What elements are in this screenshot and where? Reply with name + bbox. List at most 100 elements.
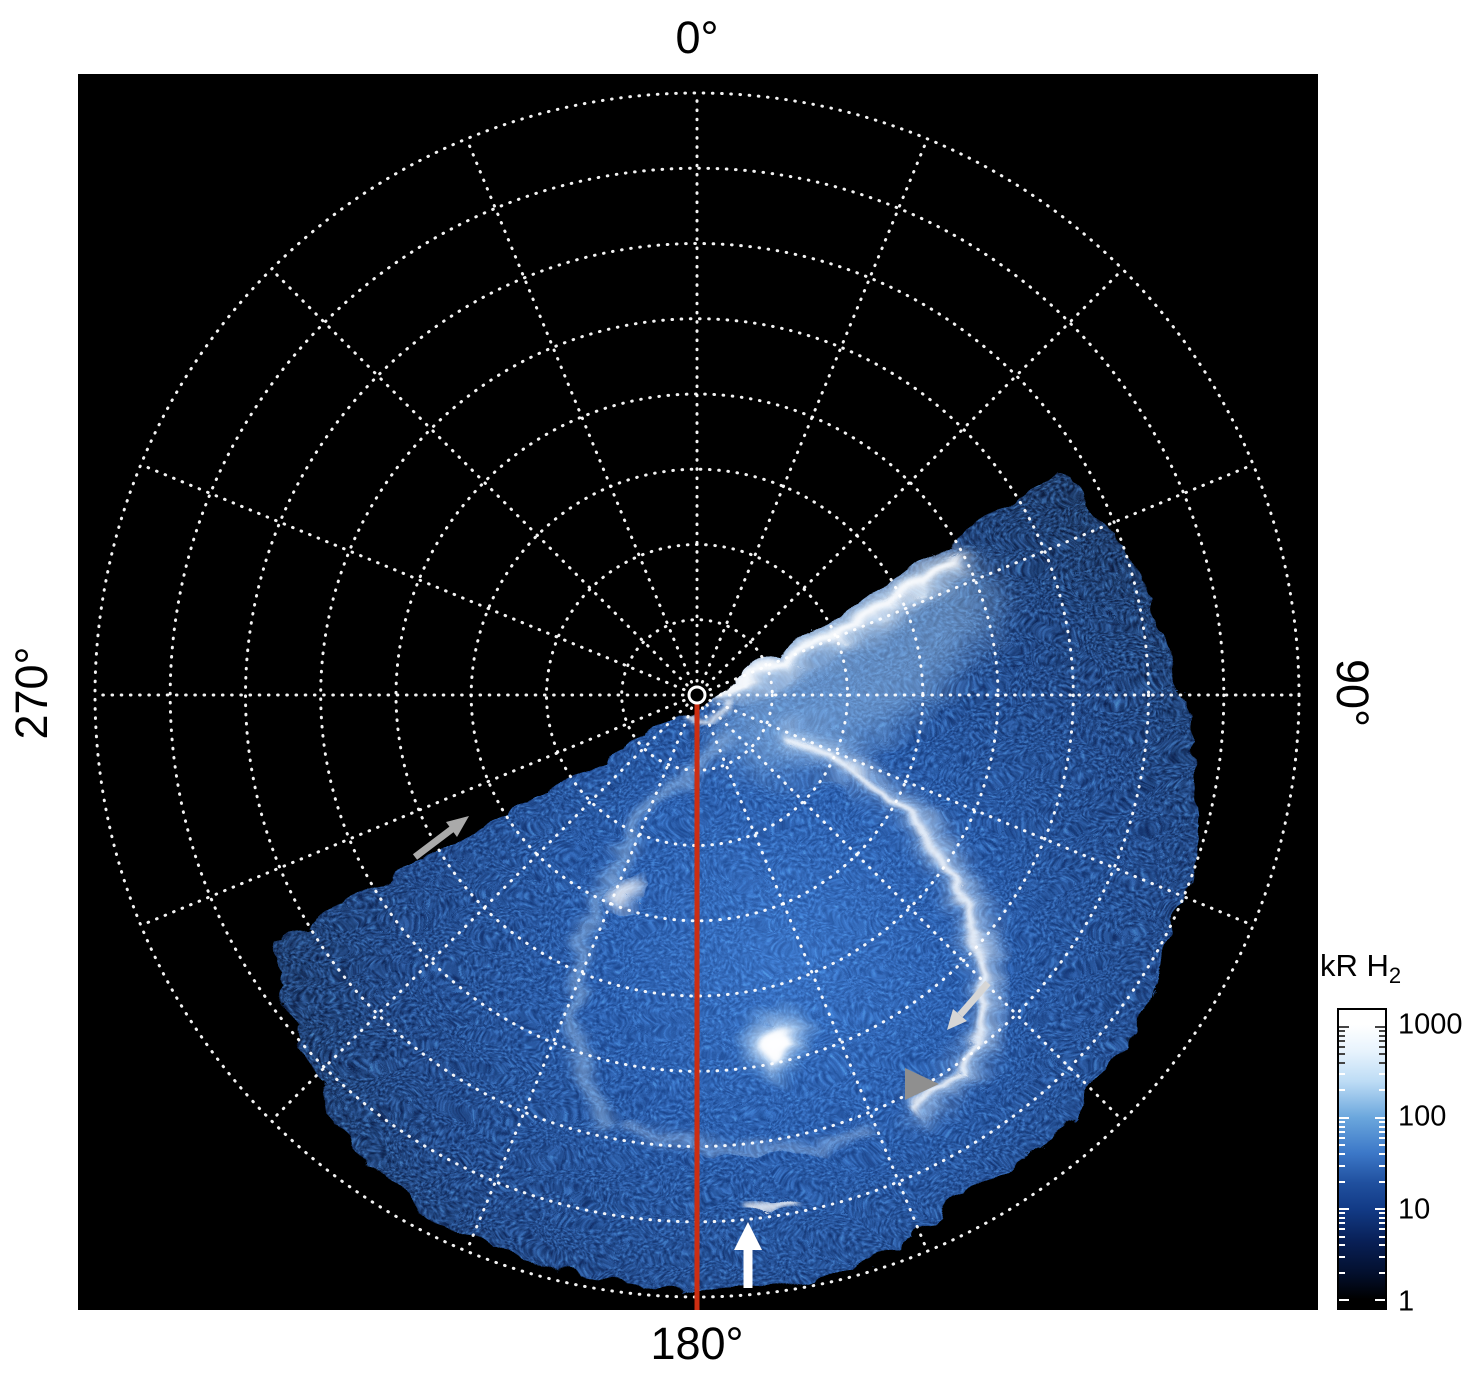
colorbar-tick-mark bbox=[1339, 1212, 1345, 1215]
colorbar-tick-mark bbox=[1339, 1039, 1345, 1042]
colorbar-tick-mark bbox=[1379, 1045, 1385, 1048]
colorbar-tick-mark bbox=[1375, 1116, 1385, 1119]
colorbar-tick-mark bbox=[1379, 1222, 1385, 1225]
colorbar-tick-mark bbox=[1379, 1137, 1385, 1140]
colorbar-tick-mark bbox=[1339, 1228, 1345, 1231]
aurora-bottom-streak bbox=[737, 1190, 795, 1204]
angular-gridline bbox=[269, 267, 689, 687]
colorbar-tick-mark bbox=[1379, 1153, 1385, 1156]
colorbar-gradient bbox=[1337, 1008, 1387, 1310]
colorbar-tick-mark bbox=[1339, 1073, 1345, 1076]
angle-label-0: 0° bbox=[675, 12, 719, 63]
colorbar-tick-mark bbox=[1375, 1025, 1385, 1028]
angle-label-180: 180° bbox=[650, 1318, 744, 1369]
colorbar-tick-mark bbox=[1339, 1053, 1345, 1056]
colorbar-tick-labels: 1000 100 10 1 bbox=[1398, 1008, 1478, 1317]
angular-gridline bbox=[139, 698, 686, 927]
angle-label-90: 90° bbox=[1327, 658, 1378, 728]
colorbar-tick-mark bbox=[1339, 1180, 1345, 1183]
polar-plot-svg bbox=[93, 91, 1301, 1310]
light-arrow-right-head bbox=[947, 1009, 967, 1030]
colorbar-tick-mark bbox=[1339, 1061, 1345, 1064]
colorbar-tick-mark bbox=[1379, 1144, 1385, 1147]
colorbar-tick-mark bbox=[1375, 1299, 1385, 1302]
gray-arrow-upper-left bbox=[412, 816, 469, 860]
colorbar-tick-mark bbox=[1339, 1164, 1345, 1167]
colorbar-tick-mark bbox=[1339, 1299, 1349, 1302]
angular-gridline bbox=[700, 706, 929, 1253]
aurora-left-arc bbox=[562, 731, 724, 1124]
colorbar-tick-mark bbox=[1339, 1222, 1345, 1225]
colorbar-tick-mark bbox=[1379, 1216, 1385, 1219]
angular-gridline bbox=[269, 703, 689, 1123]
colorbar-tick-mark bbox=[1379, 1029, 1385, 1032]
colorbar-tick-mark bbox=[1379, 1073, 1385, 1076]
gray-arrow-upper-left-head bbox=[446, 816, 469, 837]
colorbar-tick-mark bbox=[1379, 1180, 1385, 1183]
colorbar-label-text: kR H bbox=[1320, 948, 1389, 983]
colorbar-tick-mark bbox=[1339, 1131, 1345, 1133]
aurora-bottom-arc bbox=[611, 1107, 875, 1150]
colorbar-tick-mark bbox=[1379, 1039, 1385, 1042]
colorbar-tick-mark bbox=[1339, 1216, 1345, 1219]
colorbar-tick-label: 1 bbox=[1398, 1285, 1415, 1318]
colorbar-tick-mark bbox=[1379, 1131, 1385, 1133]
aurora-diffuse-patch bbox=[707, 551, 989, 767]
colorbar-tick-mark bbox=[1379, 1244, 1385, 1247]
gray-triangle-marker bbox=[905, 1068, 939, 1100]
white-arrow-bottom-head bbox=[734, 1222, 762, 1250]
colorbar-tick-mark bbox=[1379, 1228, 1385, 1231]
angular-gridline bbox=[465, 706, 694, 1253]
white-arrow-bottom bbox=[734, 1222, 762, 1288]
angular-gridline bbox=[700, 137, 929, 684]
colorbar-tick-mark bbox=[1339, 1235, 1345, 1238]
colorbar-tick-mark bbox=[1379, 1053, 1385, 1056]
annotation-arrows bbox=[412, 816, 991, 1288]
angular-gridline bbox=[708, 698, 1255, 927]
colorbar-tick-mark bbox=[1379, 1061, 1385, 1064]
colorbar-label: kR H2 bbox=[1320, 948, 1401, 989]
colorbar-tick-mark bbox=[1339, 1137, 1345, 1140]
light-arrow-right-shaft bbox=[957, 980, 991, 1018]
colorbar-tick-mark bbox=[1379, 1235, 1385, 1238]
colorbar-tick-label: 10 bbox=[1398, 1193, 1431, 1226]
aurora-bright-spot-main-core bbox=[757, 1021, 787, 1051]
colorbar-tick-mark bbox=[1379, 1034, 1385, 1037]
colorbar-tick-mark bbox=[1339, 1025, 1349, 1028]
angle-label-270: 270° bbox=[6, 646, 57, 740]
colorbar-tick-mark bbox=[1339, 1125, 1345, 1128]
colorbar-tick-label: 100 bbox=[1398, 1100, 1447, 1133]
polar-plot-area bbox=[78, 74, 1318, 1310]
colorbar-tick-label: 1000 bbox=[1398, 1008, 1463, 1041]
colorbar-tick-mark bbox=[1339, 1121, 1345, 1124]
angular-gridline bbox=[705, 703, 1125, 1123]
colorbar-tick-mark bbox=[1379, 1125, 1385, 1128]
colorbar-tick-mark bbox=[1339, 1208, 1349, 1211]
pole-marker bbox=[687, 685, 707, 705]
colorbar-tick-mark bbox=[1339, 1034, 1345, 1037]
colorbar-tick-mark bbox=[1339, 1144, 1345, 1147]
colorbar-tick-mark bbox=[1339, 1255, 1345, 1258]
radial-gridline bbox=[93, 91, 1301, 1299]
colorbar-tick-mark bbox=[1339, 1045, 1345, 1048]
colorbar-tick-mark bbox=[1339, 1089, 1345, 1092]
aurora-arc-polar-edge-core bbox=[702, 544, 957, 693]
colorbar-tick-mark bbox=[1339, 1116, 1349, 1119]
aurora-main-oval-arc-core bbox=[776, 728, 980, 1106]
colorbar-tick-mark bbox=[1379, 1271, 1385, 1274]
colorbar-tick-mark bbox=[1379, 1121, 1385, 1124]
colorbar-tick-mark bbox=[1379, 1164, 1385, 1167]
colorbar-tick-mark bbox=[1379, 1255, 1385, 1258]
angular-gridline bbox=[465, 137, 694, 684]
colorbar-tick-mark bbox=[1339, 1271, 1345, 1274]
colorbar-tick-mark bbox=[1379, 1089, 1385, 1092]
colorbar-tick-mark bbox=[1339, 1153, 1345, 1156]
colorbar-tick-mark bbox=[1339, 1244, 1345, 1247]
light-arrow-right bbox=[947, 980, 991, 1030]
colorbar-label-subscript: 2 bbox=[1388, 963, 1402, 989]
colorbar-tick-mark bbox=[1339, 1029, 1345, 1032]
angular-gridline bbox=[708, 463, 1255, 692]
angular-gridline bbox=[705, 267, 1125, 687]
angular-gridline bbox=[139, 463, 686, 692]
